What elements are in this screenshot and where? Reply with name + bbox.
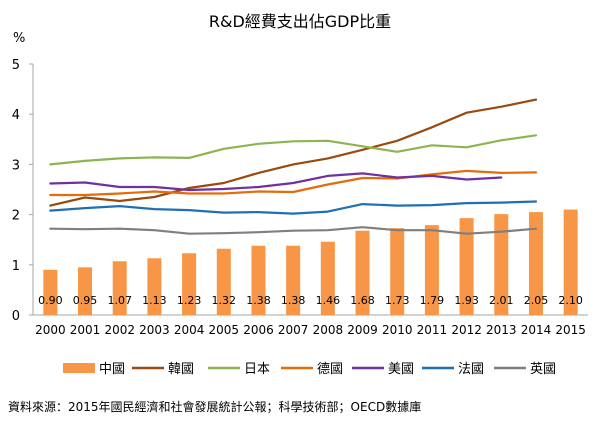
x-tick-label: 2000 [35, 323, 66, 337]
bar-value-label: 1.68 [350, 294, 375, 307]
bar [78, 267, 93, 315]
bar [320, 241, 335, 315]
bar-series [43, 209, 578, 315]
series-line [49, 226, 538, 235]
chart-title: R&D經費支出佔GDP比重 [208, 12, 392, 31]
legend-label: 韓國 [168, 362, 194, 377]
x-tick-label: 2011 [417, 323, 448, 337]
bar [216, 248, 231, 315]
bar-value-label: 1.23 [177, 294, 202, 307]
x-tick-label: 2009 [347, 323, 378, 337]
y-tick-label: 3 [12, 158, 20, 173]
x-tick-label: 2008 [313, 323, 344, 337]
bar-value-label: 0.95 [73, 294, 98, 307]
legend: 中國 韓國 日本 德國 美國 法國 英國 [63, 362, 556, 377]
x-tick-label: 2007 [278, 323, 309, 337]
bar [390, 228, 405, 315]
x-tick-label: 2002 [104, 323, 135, 337]
y-tick-label: 2 [12, 209, 20, 224]
legend-label: 美國 [388, 362, 414, 377]
x-tick-label: 2012 [451, 323, 482, 337]
y-tick-label: 5 [12, 58, 20, 73]
y-tick-label: 0 [12, 309, 20, 324]
bar-value-label: 2.05 [524, 294, 549, 307]
bar-value-label: 1.07 [107, 294, 132, 307]
bar [43, 269, 58, 315]
x-tick-label: 2006 [243, 323, 274, 337]
bar [251, 245, 266, 315]
bar-value-label: 2.10 [558, 294, 583, 307]
bar [494, 214, 509, 315]
y-axis-unit-label: % [13, 31, 25, 46]
bar [355, 230, 370, 315]
bar-value-label: 1.38 [246, 294, 271, 307]
x-tick-label: 2010 [382, 323, 413, 337]
bar-value-label: 1.93 [454, 294, 479, 307]
x-tick-label: 2004 [174, 323, 205, 337]
series-line [49, 134, 538, 166]
legend-label: 英國 [530, 362, 556, 377]
y-tick-label: 4 [12, 108, 20, 123]
bar [147, 258, 162, 315]
series-line [49, 98, 538, 207]
line-series-group [49, 98, 538, 235]
legend-label: 日本 [244, 362, 270, 377]
bar-value-label: 1.73 [385, 294, 410, 307]
bar [459, 218, 474, 315]
legend-swatch [63, 363, 95, 373]
x-tick-label: 2005 [209, 323, 240, 337]
series-line [49, 169, 538, 197]
bar-value-label: 0.90 [38, 294, 63, 307]
data-labels: 0.90 0.95 1.07 1.13 1.23 1.32 1.38 1.38 1.46 1.68… [38, 294, 583, 307]
x-tick-label: 2013 [486, 323, 517, 337]
bar-value-label: 2.01 [489, 294, 514, 307]
bar-value-label: 1.13 [142, 294, 167, 307]
bar-value-label: 1.79 [420, 294, 445, 307]
x-tick-label: 2015 [555, 323, 586, 337]
legend-label: 德國 [317, 362, 343, 377]
x-tick-label: 2003 [139, 323, 170, 337]
x-tick-label: 2001 [70, 323, 101, 337]
x-tick-label: 2014 [521, 323, 552, 337]
bar [182, 253, 197, 315]
bar [424, 225, 439, 315]
series-line [49, 172, 503, 192]
source-note: 資料來源：2015年國民經濟和社會發展統計公報；科學技術部；OECD數據庫 [8, 400, 422, 414]
bar-value-label: 1.32 [212, 294, 237, 307]
legend-label: 法國 [458, 362, 484, 377]
bar [286, 245, 301, 315]
bar-value-label: 1.38 [281, 294, 306, 307]
bar [112, 261, 127, 315]
bar [563, 209, 578, 315]
bar [528, 212, 543, 315]
y-tick-label: 1 [12, 259, 20, 274]
bar-value-label: 1.46 [316, 294, 341, 307]
series-line [49, 200, 538, 215]
legend-label: 中國 [99, 362, 125, 377]
